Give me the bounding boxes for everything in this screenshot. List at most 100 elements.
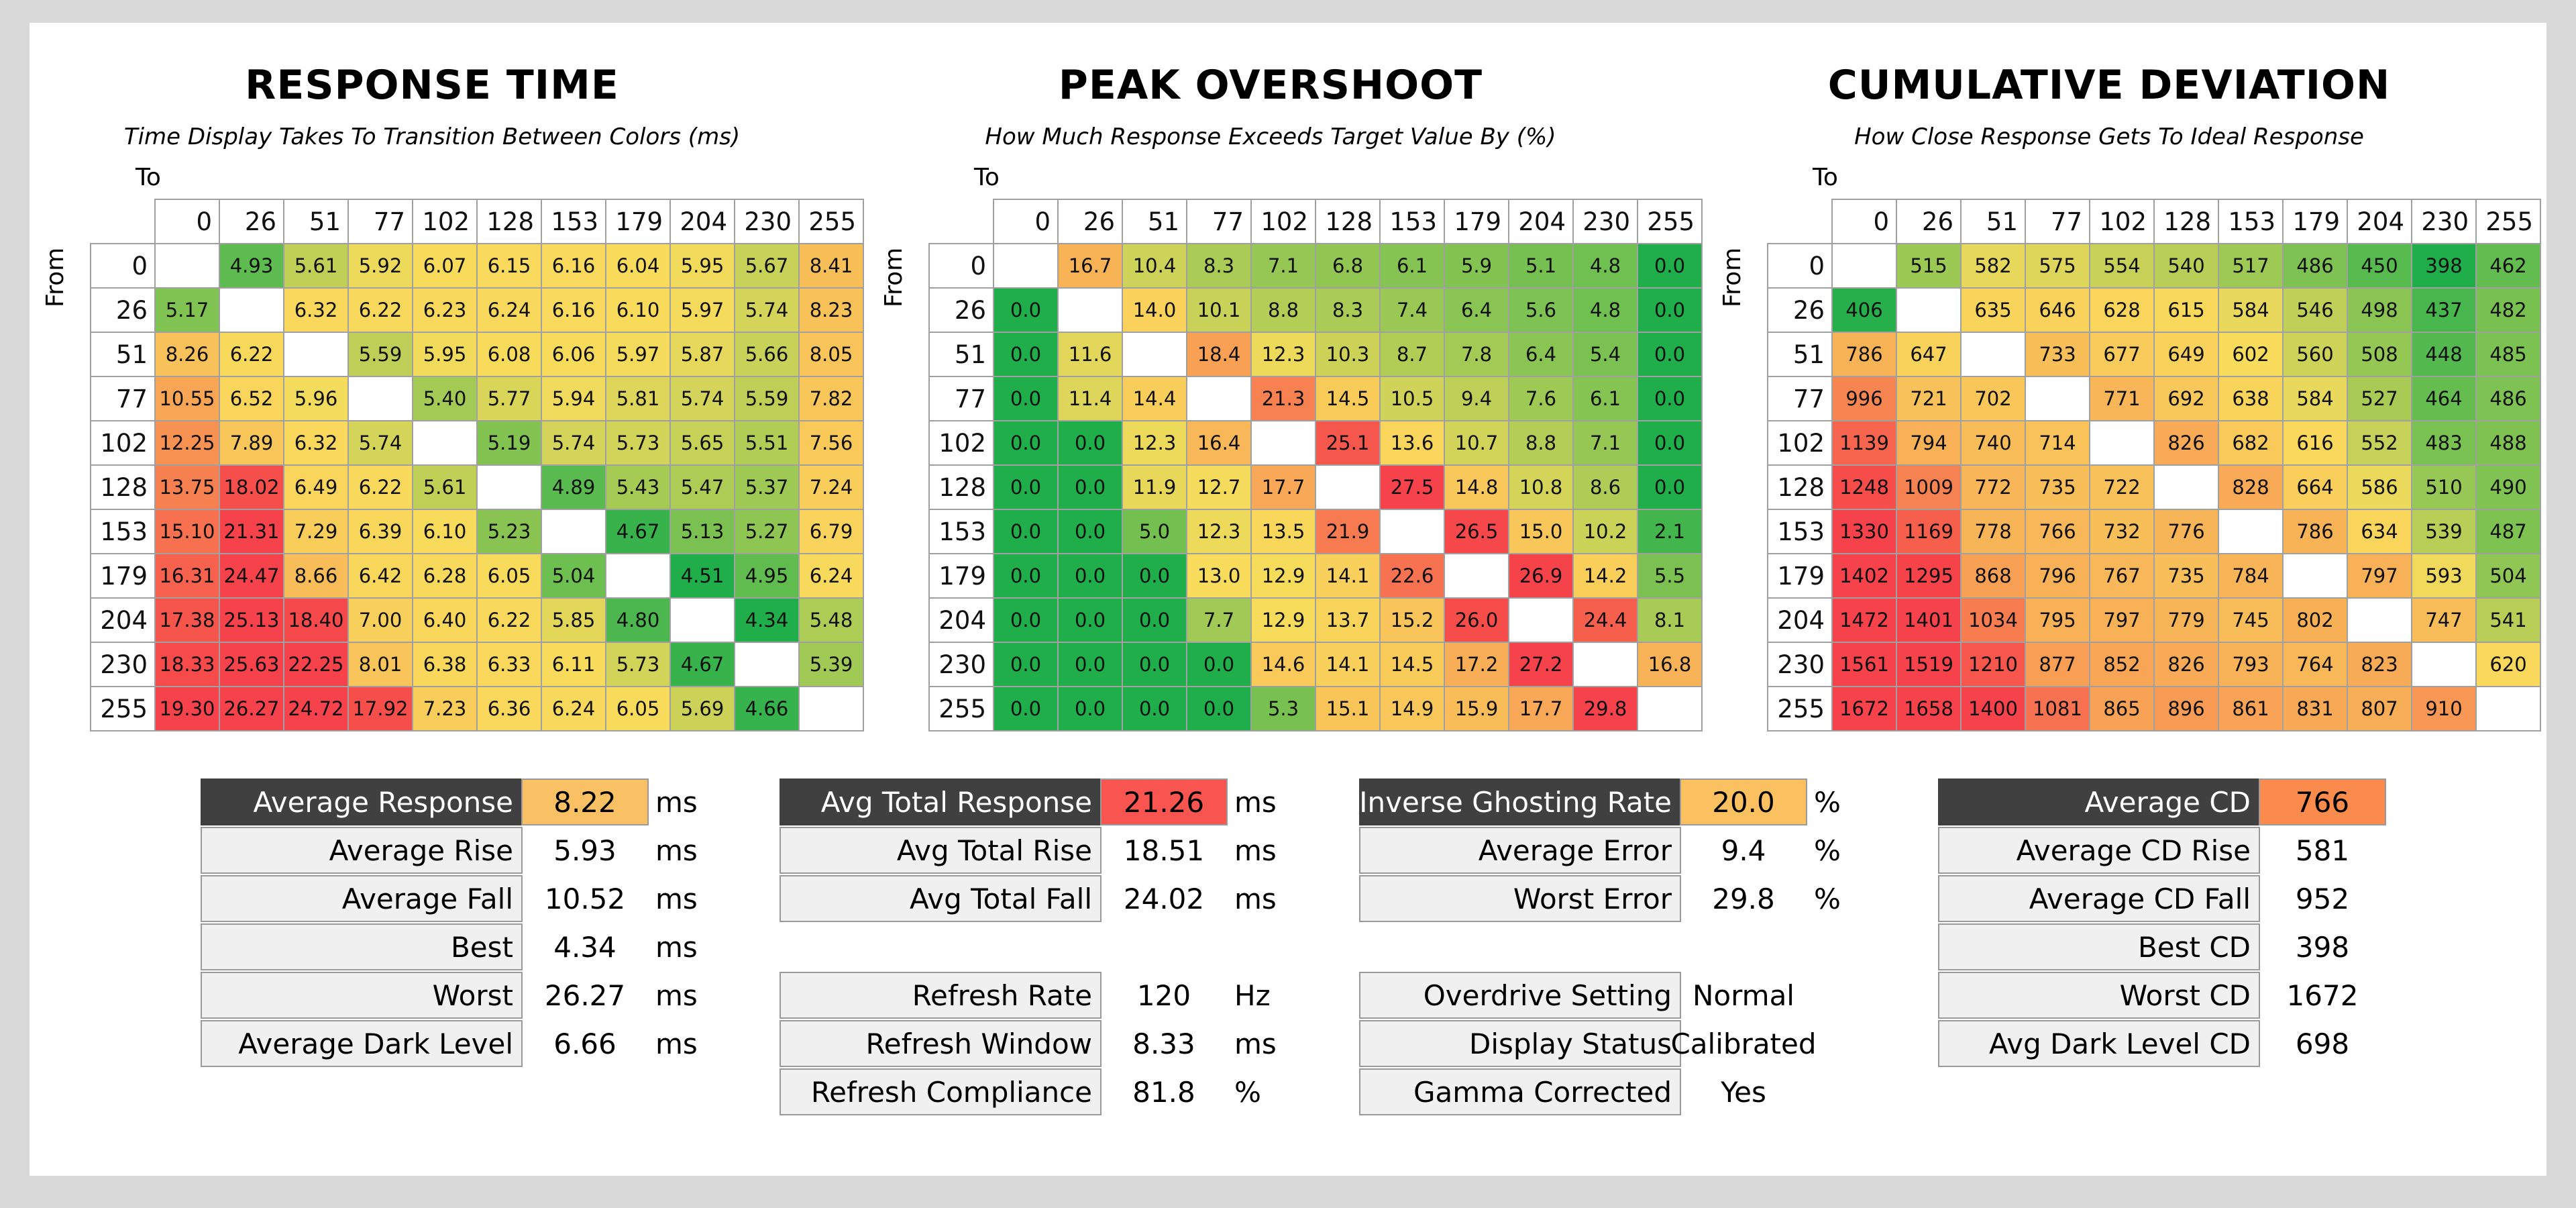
data-cell: 487	[2477, 510, 2541, 554]
chart-subtitle: How Much Response Exceeds Target Value B…	[985, 123, 1556, 150]
data-cell: 6.08	[478, 333, 542, 377]
empty-cell	[606, 554, 671, 599]
stat-value: 81.8	[1132, 1075, 1195, 1109]
data-cell: 16.8	[1638, 643, 1703, 687]
data-cell: 17.7	[1252, 466, 1316, 510]
data-cell: 5.87	[671, 333, 735, 377]
data-cell: 14.0	[1123, 289, 1187, 333]
data-cell: 4.66	[735, 687, 800, 732]
data-cell: 12.7	[1187, 466, 1252, 510]
data-cell: 5.1	[1509, 244, 1574, 289]
data-cell: 6.79	[800, 510, 864, 554]
data-cell: 5.13	[671, 510, 735, 554]
data-cell: 786	[2284, 510, 2348, 554]
data-cell: 1210	[1962, 643, 2026, 687]
row-header: 128	[91, 466, 156, 510]
stat-label: Average Error	[1359, 827, 1681, 874]
data-cell: 26.0	[1445, 599, 1509, 643]
data-cell: 6.4	[1509, 333, 1574, 377]
data-cell: 5.40	[413, 377, 478, 421]
row-header: 77	[930, 377, 994, 421]
data-cell: 24.47	[220, 554, 284, 599]
data-cell: 14.5	[1381, 643, 1445, 687]
data-cell: 5.27	[735, 510, 800, 554]
column-header: 230	[735, 200, 800, 244]
column-header: 0	[156, 200, 220, 244]
column-header: 51	[1123, 200, 1187, 244]
data-cell: 826	[2155, 643, 2219, 687]
data-cell: 8.26	[156, 333, 220, 377]
data-cell: 6.49	[284, 466, 349, 510]
data-cell: 868	[1962, 554, 2026, 599]
empty-cell	[1123, 333, 1187, 377]
data-cell: 8.3	[1316, 289, 1381, 333]
data-cell: 615	[2155, 289, 2219, 333]
stat-label: Average Rise	[201, 827, 523, 874]
data-cell: 26.5	[1445, 510, 1509, 554]
data-cell: 0.0	[1123, 599, 1187, 643]
column-header: 77	[2026, 200, 2090, 244]
stat-unit: %	[1814, 785, 1841, 819]
data-cell: 12.3	[1187, 510, 1252, 554]
data-cell: 1402	[1833, 554, 1897, 599]
column-header-row: 0 26 51 77 102 128 153 179 204 230 255	[154, 199, 864, 244]
data-cell: 17.92	[349, 687, 413, 732]
data-cell: 406	[1833, 289, 1897, 333]
data-cell: 584	[2219, 289, 2284, 333]
data-cell: 13.7	[1316, 599, 1381, 643]
data-cell: 7.56	[800, 421, 864, 466]
data-cell: 6.36	[478, 687, 542, 732]
data-cell: 795	[2026, 599, 2090, 643]
data-cell: 5.04	[542, 554, 606, 599]
data-cell: 17.7	[1509, 687, 1574, 732]
data-cell: 554	[2090, 244, 2155, 289]
data-cell: 517	[2219, 244, 2284, 289]
empty-cell	[1187, 377, 1252, 421]
data-cell: 18.40	[284, 599, 349, 643]
data-cell: 682	[2219, 421, 2284, 466]
data-cell: 6.8	[1316, 244, 1381, 289]
data-cell: 14.1	[1316, 643, 1381, 687]
data-cell: 1330	[1833, 510, 1897, 554]
stat-unit: ms	[1234, 834, 1277, 867]
data-cell: 5.51	[735, 421, 800, 466]
data-cell: 11.9	[1123, 466, 1187, 510]
data-cell: 5.61	[413, 466, 478, 510]
data-cell: 1561	[1833, 643, 1897, 687]
data-cell: 910	[2412, 687, 2477, 732]
data-cell: 21.3	[1252, 377, 1316, 421]
stat-unit: ms	[655, 882, 698, 915]
empty-cell	[1897, 289, 1962, 333]
empty-cell	[2348, 599, 2412, 643]
data-cell: 10.5	[1381, 377, 1445, 421]
data-cell: 1009	[1897, 466, 1962, 510]
data-cell: 1472	[1833, 599, 1897, 643]
data-cell: 4.93	[220, 244, 284, 289]
data-cell: 15.2	[1381, 599, 1445, 643]
column-header: 102	[413, 200, 478, 244]
row-header: 230	[1768, 643, 1833, 687]
data-cell: 0.0	[994, 466, 1059, 510]
data-cell: 448	[2412, 333, 2477, 377]
data-cell: 18.02	[220, 466, 284, 510]
data-cell: 4.8	[1574, 244, 1638, 289]
stat-value: 8.33	[1132, 1027, 1195, 1060]
data-cell: 16.31	[156, 554, 220, 599]
data-cell: 0.0	[1059, 687, 1123, 732]
data-cell: 784	[2219, 554, 2284, 599]
row-header: 128	[1768, 466, 1833, 510]
data-cell: 6.11	[542, 643, 606, 687]
data-cell: 807	[2348, 687, 2412, 732]
stat-value: 10.52	[544, 882, 626, 915]
data-cell: 0.0	[994, 510, 1059, 554]
stat-label: Average CD	[1938, 778, 2260, 825]
data-cell: 0.0	[994, 333, 1059, 377]
data-cell: 0.0	[994, 289, 1059, 333]
data-cell: 0.0	[1059, 510, 1123, 554]
data-cell: 10.8	[1509, 466, 1574, 510]
data-cell: 722	[2090, 466, 2155, 510]
data-cell: 22.6	[1381, 554, 1445, 599]
heatmap-grid: 0 16.7 10.4 8.3 7.1 6.8 6.1 5.9 5.1 4.8 0.0 26 0.0 14…	[928, 243, 1703, 732]
stat-value: 20.0	[1680, 778, 1807, 825]
chart-subtitle: Time Display Takes To Transition Between…	[123, 123, 741, 150]
